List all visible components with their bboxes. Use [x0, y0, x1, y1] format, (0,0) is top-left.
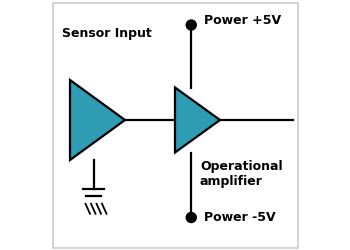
Circle shape	[186, 212, 196, 222]
Text: Power -5V: Power -5V	[204, 211, 275, 224]
Text: Power +5V: Power +5V	[204, 14, 281, 26]
Text: Sensor Input: Sensor Input	[63, 28, 152, 40]
Text: Operational
amplifier: Operational amplifier	[200, 160, 283, 188]
Polygon shape	[70, 80, 125, 160]
Polygon shape	[175, 88, 220, 152]
Circle shape	[186, 20, 196, 30]
